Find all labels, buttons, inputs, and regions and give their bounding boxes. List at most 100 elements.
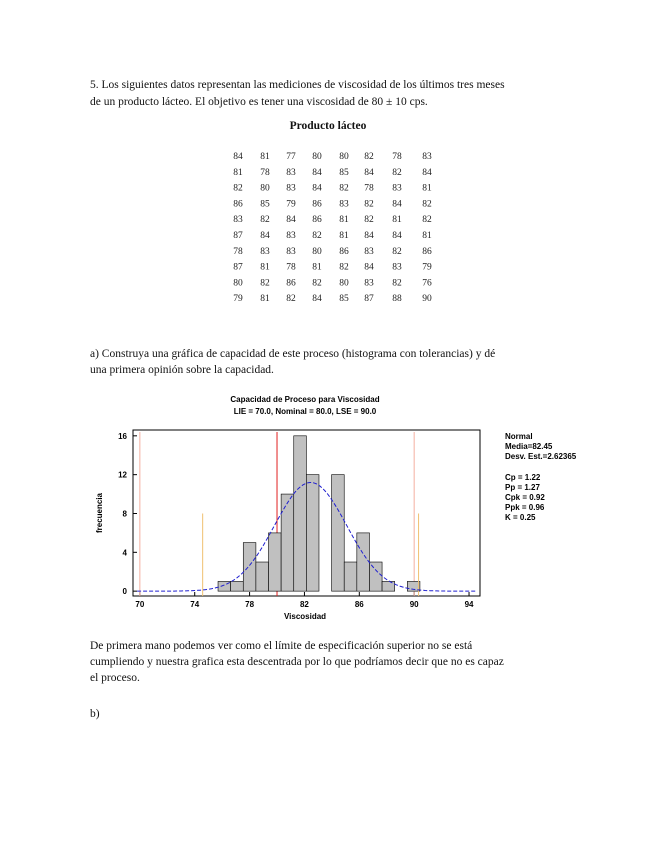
table-cell: 87	[233, 263, 243, 273]
table-cell: 78	[233, 247, 243, 257]
x-tick-label: 74	[190, 600, 199, 609]
histogram-bar	[331, 474, 345, 592]
paragraph-line: de un producto lácteo. El objetivo es te…	[90, 96, 428, 108]
table-cell: 80	[339, 278, 349, 288]
table-cell: 78	[392, 152, 402, 162]
table-cell: 82	[422, 199, 432, 209]
chart-subtitle: LIE = 70.0, Nominal = 80.0, LSE = 90.0	[234, 407, 377, 416]
table-cell: 83	[364, 247, 374, 257]
part-label: b)	[90, 708, 100, 720]
table-cell: 85	[339, 294, 349, 304]
table-cell: 84	[286, 215, 296, 225]
table-cell: 84	[312, 184, 322, 194]
histogram-bar	[255, 561, 269, 592]
y-tick-label: 0	[123, 587, 128, 596]
index-line: Cp = 1.22	[505, 473, 541, 482]
table-cell: 86	[233, 199, 243, 209]
x-axis-label: Viscosidad	[284, 612, 326, 621]
table-cell: 86	[339, 247, 349, 257]
table-cell: 81	[260, 152, 270, 162]
table-cell: 82	[312, 231, 322, 241]
table-cell: 81	[422, 184, 432, 194]
histogram-bar	[381, 581, 395, 592]
index-line: Pp = 1.27	[505, 483, 540, 492]
table-cell: 84	[312, 168, 322, 178]
histogram-bar	[280, 493, 295, 592]
table-cell: 83	[233, 215, 243, 225]
table-cell: 82	[233, 184, 243, 194]
paragraph-line: el proceso.	[90, 672, 140, 684]
table-cell: 84	[422, 168, 432, 178]
y-axis-label: frecuencia	[95, 492, 104, 533]
table-cell: 82	[392, 278, 402, 288]
table-cell: 80	[312, 152, 322, 162]
x-tick-label: 82	[300, 600, 309, 609]
table-cell: 82	[422, 215, 432, 225]
table-cell: 82	[392, 247, 402, 257]
paragraph-line: cumpliendo y nuestra grafica esta descen…	[90, 656, 504, 668]
table-cell: 83	[286, 168, 296, 178]
table-cell: 81	[339, 215, 349, 225]
histogram-bar	[369, 561, 383, 592]
table-cell: 82	[339, 263, 349, 273]
table-cell: 82	[364, 215, 374, 225]
table-cell: 81	[339, 231, 349, 241]
table-cell: 84	[392, 199, 402, 209]
paragraph-line: De primera mano podemos ver como el lími…	[90, 640, 472, 652]
x-tick-label: 70	[135, 600, 144, 609]
y-tick-label: 16	[118, 432, 127, 441]
table-cell: 82	[339, 184, 349, 194]
table-cell: 82	[286, 294, 296, 304]
normal-curve	[137, 482, 476, 592]
table-cell: 82	[312, 278, 322, 288]
table-cell: 81	[260, 263, 270, 273]
table-cell: 82	[260, 278, 270, 288]
y-tick-label: 12	[118, 471, 127, 480]
table-cell: 83	[260, 247, 270, 257]
x-tick-label: 78	[245, 600, 254, 609]
table-cell: 82	[364, 199, 374, 209]
table-cell: 84	[260, 231, 270, 241]
table-cell: 86	[422, 247, 432, 257]
index-line: Ppk = 0.96	[505, 503, 545, 512]
table-cell: 84	[364, 263, 374, 273]
table-cell: 81	[312, 263, 322, 273]
y-tick-label: 4	[123, 548, 128, 557]
table-cell: 84	[312, 294, 322, 304]
table-cell: 83	[392, 184, 402, 194]
table-cell: 83	[286, 184, 296, 194]
table-cell: 84	[392, 231, 402, 241]
table-cell: 80	[233, 278, 243, 288]
paragraph-line: 5. Los siguientes datos representan las …	[90, 79, 505, 91]
stats-line: Desv. Est.=2.62365	[505, 452, 577, 461]
stats-line: Normal	[505, 432, 533, 441]
table-cell: 81	[392, 215, 402, 225]
stats-line: Media=82.45	[505, 442, 553, 451]
table-title: Producto lácteo	[290, 120, 367, 132]
table-cell: 82	[260, 215, 270, 225]
chart-title: Capacidad de Proceso para Viscosidad	[230, 395, 379, 404]
table-cell: 85	[260, 199, 270, 209]
histogram-bar	[356, 532, 370, 592]
paragraph-line: a) Construya una gráfica de capacidad de…	[90, 348, 495, 360]
y-tick-label: 8	[123, 509, 128, 518]
table-cell: 81	[422, 231, 432, 241]
table-cell: 76	[422, 278, 432, 288]
paragraph-line: una primera opinión sobre la capacidad.	[90, 364, 274, 376]
table-cell: 83	[286, 247, 296, 257]
histogram-bar	[230, 581, 244, 592]
table-cell: 81	[233, 168, 243, 178]
table-cell: 83	[286, 231, 296, 241]
histogram-bar	[268, 532, 282, 592]
table-cell: 86	[312, 199, 322, 209]
table-cell: 80	[339, 152, 349, 162]
table-cell: 83	[392, 263, 402, 273]
table-cell: 86	[312, 215, 322, 225]
histogram-bar	[306, 474, 320, 592]
table-cell: 84	[364, 231, 374, 241]
x-tick-label: 90	[410, 600, 419, 609]
table-cell: 83	[339, 199, 349, 209]
histogram-bar	[343, 561, 358, 592]
